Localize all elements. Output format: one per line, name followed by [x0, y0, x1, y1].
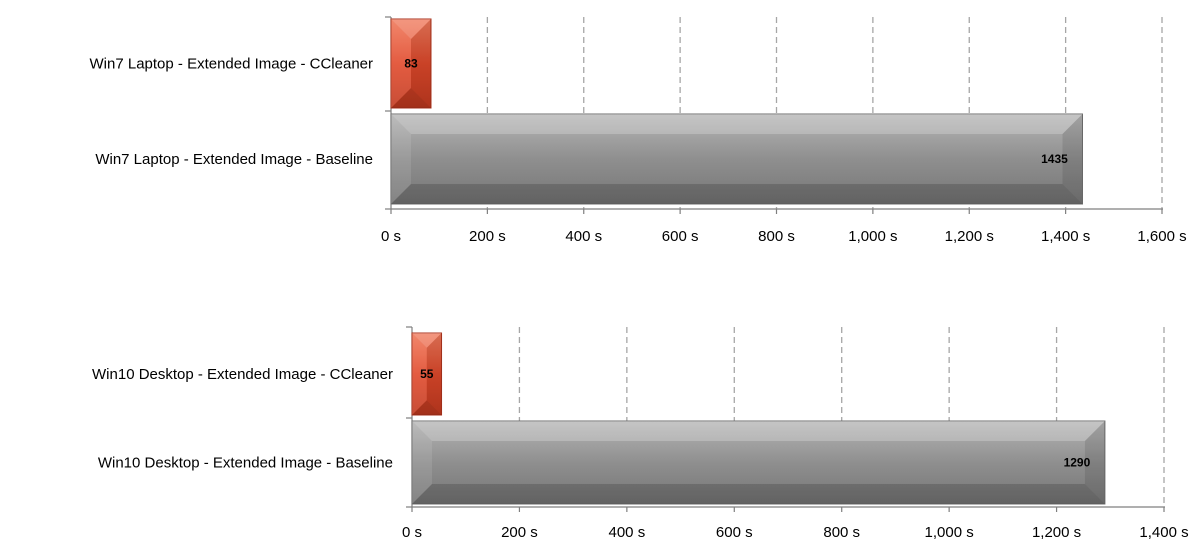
bar-body — [411, 420, 1106, 505]
bar-bevel-right — [1084, 421, 1105, 504]
x-tick-label: 1,200 s — [945, 228, 994, 245]
x-tick-label: 0 s — [402, 524, 422, 541]
bar-bevel-top — [391, 114, 1083, 134]
x-tick-label: 800 s — [758, 228, 795, 245]
data-label: 83 — [404, 57, 418, 71]
data-label: 55 — [420, 367, 434, 381]
data-label: 1290 — [1064, 456, 1091, 470]
bar-bevel-bottom — [412, 400, 442, 415]
bar-bevel-right — [1062, 114, 1083, 204]
bar-bevel-bottom — [412, 484, 1105, 504]
x-tick-label: 600 s — [716, 524, 753, 541]
bar-bevel-top — [412, 333, 442, 348]
x-tick-label: 800 s — [823, 524, 860, 541]
category-label: Win10 Desktop - Extended Image - CCleane… — [92, 366, 393, 383]
category-label: Win7 Laptop - Extended Image - Baseline — [95, 151, 373, 168]
bar — [411, 332, 443, 416]
category-label: Win7 Laptop - Extended Image - CCleaner — [90, 56, 373, 73]
bar-body — [411, 332, 443, 416]
bar-body — [390, 18, 432, 109]
x-tick-label: 600 s — [662, 228, 699, 245]
bar-bevel-right — [410, 19, 431, 108]
chart-panel-win7: 0 s 200 s 400 s 600 s 800 s 1,000 s 1,200 s 1,4… — [90, 16, 1187, 245]
x-tick-label: 400 s — [565, 228, 602, 245]
bar-bevel-left — [391, 19, 411, 108]
bar-bevel-left — [391, 114, 411, 204]
bar-body — [390, 113, 1083, 205]
bar — [411, 420, 1106, 505]
x-tick-label: 1,000 s — [925, 524, 974, 541]
category-label: Win10 Desktop - Extended Image - Baselin… — [98, 455, 393, 472]
x-tick-label: 200 s — [469, 228, 506, 245]
x-tick-label: 1,000 s — [848, 228, 897, 245]
x-tick-label: 1,400 s — [1041, 228, 1090, 245]
x-tick-label: 200 s — [501, 524, 538, 541]
chart-panel-win10: 0 s 200 s 400 s 600 s 800 s 1,000 s 1,200 s 1,4… — [92, 326, 1189, 541]
bar-bevel-right — [426, 333, 442, 415]
bar-bevel-bottom — [391, 88, 431, 108]
x-tick-label: 1,600 s — [1137, 228, 1186, 245]
x-tick-label: 0 s — [381, 228, 401, 245]
bar — [390, 113, 1083, 205]
bar-bevel-bottom — [391, 184, 1083, 204]
x-tick-label: 400 s — [609, 524, 646, 541]
bar — [390, 18, 432, 109]
bar-bevel-left — [412, 421, 432, 504]
data-label: 1435 — [1041, 152, 1068, 166]
x-tick-label: 1,400 s — [1139, 524, 1188, 541]
bar-bevel-left — [412, 333, 427, 415]
bar-bevel-top — [412, 421, 1105, 441]
x-tick-label: 1,200 s — [1032, 524, 1081, 541]
bar-bevel-top — [391, 19, 431, 39]
